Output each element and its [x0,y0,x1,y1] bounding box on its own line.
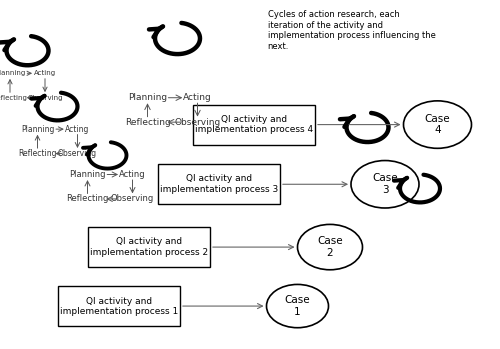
Circle shape [266,284,328,328]
Text: Cycles of action research, each
iteration of the activity and
implementation pro: Cycles of action research, each iteratio… [268,10,436,51]
Text: Case
3: Case 3 [372,173,398,195]
Text: Case
2: Case 2 [317,236,343,258]
Text: QI activity and
implementation process 4: QI activity and implementation process 4 [194,115,313,134]
Text: Planning: Planning [21,125,54,134]
Text: Planning: Planning [69,170,106,179]
Circle shape [404,101,471,148]
Text: QI activity and
implementation process 1: QI activity and implementation process 1 [60,297,178,316]
Text: Case
1: Case 1 [284,295,310,317]
Text: Planning: Planning [128,93,167,102]
Text: Observing: Observing [27,95,63,101]
Text: Observing: Observing [111,194,154,203]
Text: Acting: Acting [183,93,212,102]
Circle shape [351,161,419,208]
Text: Observing: Observing [58,149,97,158]
Text: Acting: Acting [66,125,90,134]
FancyBboxPatch shape [158,164,280,204]
Text: QI activity and
implementation process 2: QI activity and implementation process 2 [90,237,208,257]
Text: Reflecting: Reflecting [124,118,170,127]
Text: Observing: Observing [174,118,220,127]
FancyBboxPatch shape [88,227,210,267]
Text: Reflecting: Reflecting [0,95,28,101]
Text: Reflecting: Reflecting [66,194,108,203]
Circle shape [298,224,362,270]
Text: QI activity and
implementation process 3: QI activity and implementation process 3 [160,174,278,194]
FancyBboxPatch shape [58,286,180,326]
Text: Reflecting: Reflecting [18,149,57,158]
Text: Case
4: Case 4 [424,114,450,135]
Text: Acting: Acting [34,70,56,76]
Text: Planning: Planning [0,70,25,76]
FancyBboxPatch shape [192,105,315,145]
Text: Acting: Acting [119,170,146,179]
